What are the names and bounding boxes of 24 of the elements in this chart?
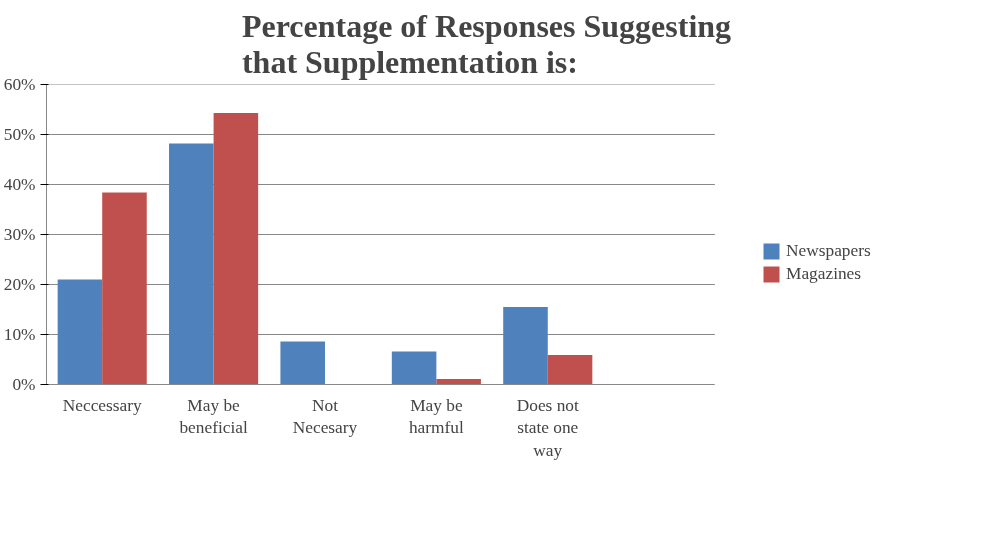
y-tick-label: 10%	[3, 325, 36, 344]
x-tick-label: May be beneficial	[179, 395, 248, 438]
y-tick-label: 40%	[3, 175, 36, 194]
bar	[436, 379, 481, 385]
x-tick-label: Neccessary	[62, 395, 142, 415]
bar	[503, 307, 548, 385]
bar	[169, 143, 214, 385]
bar	[547, 355, 593, 385]
y-tick-label: 60%	[3, 75, 36, 94]
bar	[391, 351, 437, 385]
y-tick-label: 30%	[3, 225, 36, 244]
bar	[280, 341, 325, 385]
legend-label: Newspapers	[786, 241, 871, 261]
x-tick-label: Does not state one way	[516, 395, 579, 461]
y-tick-label: 50%	[3, 125, 36, 144]
chart-title: Percentage of Responses Suggesting that Supplementation is:	[241, 7, 732, 80]
bar	[102, 192, 147, 385]
x-tick-label: May be harmful	[408, 395, 464, 438]
x-tick-label: Not Necesary	[292, 395, 358, 438]
y-tick-label: 0%	[12, 375, 36, 394]
bar	[57, 279, 103, 385]
bar	[213, 113, 259, 385]
legend-label: Magazines	[786, 264, 862, 284]
y-tick-label: 20%	[3, 275, 36, 294]
